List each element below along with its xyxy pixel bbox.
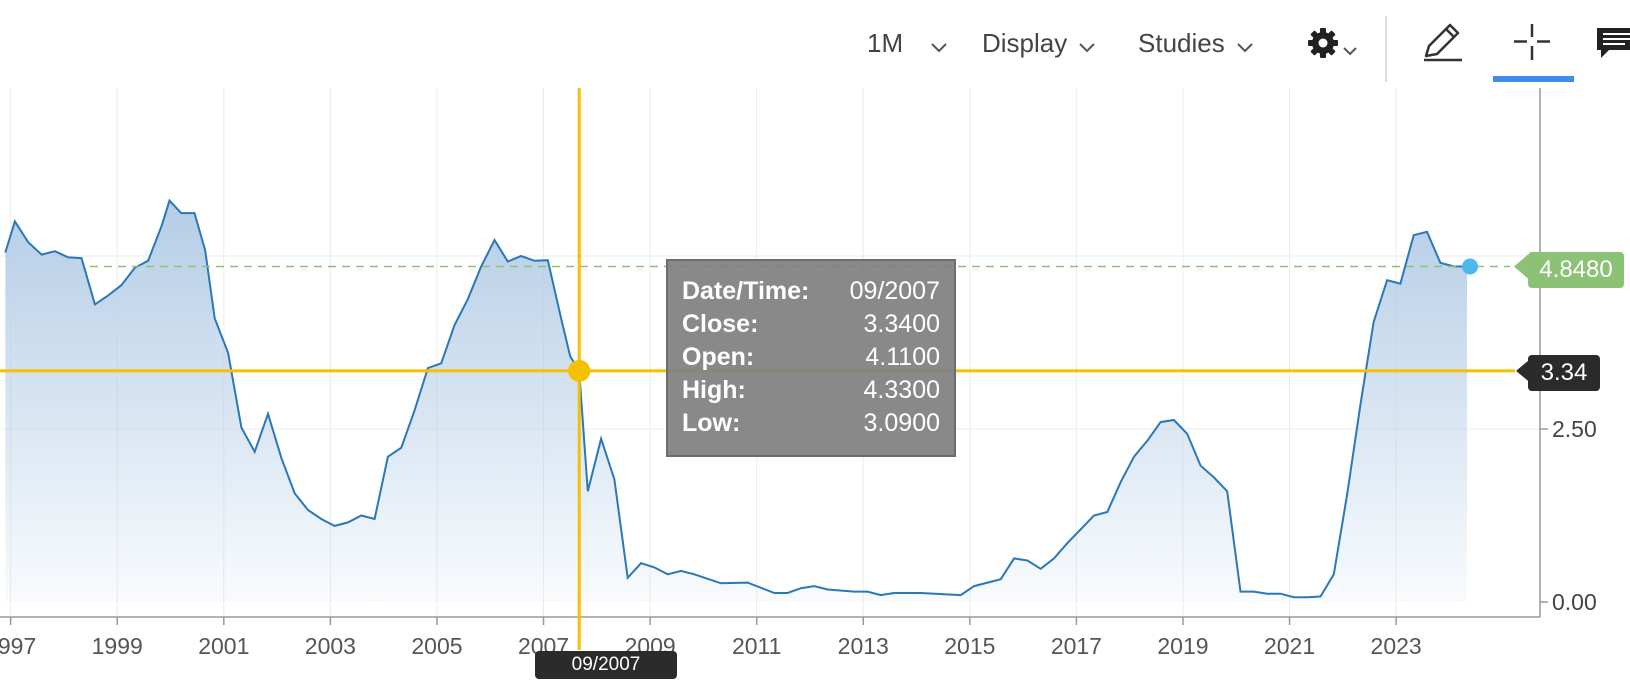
tooltip-label: High: [682, 376, 746, 404]
x-tick-label-2005: 2005 [411, 633, 462, 659]
last-price-dot [1461, 258, 1478, 275]
chart-toolbar: 1M Display Studies [0, 0, 1630, 86]
tooltip-row: High: 4.3300 [682, 376, 940, 408]
crosshair-x-label: 09/2007 [535, 651, 677, 679]
x-tick-label-2013: 2013 [838, 633, 889, 659]
x-tick-label-2017: 2017 [1051, 633, 1102, 659]
price-area-fill [5, 200, 1467, 602]
tooltip-value: 3.0900 [863, 409, 940, 437]
tooltip-label: Close: [682, 310, 759, 338]
tooltip-value: 09/2007 [849, 277, 940, 305]
studies-label: Studies [1138, 28, 1225, 58]
interval-dropdown[interactable]: 1M [867, 26, 949, 60]
tooltip-value: 3.3400 [863, 310, 940, 338]
last-price-label: 4.8480 [1528, 252, 1624, 288]
tooltip-row: Date/Time: 09/2007 [682, 277, 940, 309]
settings-button[interactable] [1306, 26, 1366, 62]
comment-icon [1597, 28, 1630, 58]
crosshair-y-label: 3.34 [1528, 355, 1600, 391]
data-tooltip: Date/Time: 09/2007 Close: 3.3400 Open: 4.1100… [666, 259, 956, 457]
x-axis-ticks: 1997199920012003200520072009201120132015… [0, 617, 1422, 659]
price-line [4, 198, 1468, 599]
tooltip-label: Open: [682, 343, 755, 371]
display-dropdown[interactable]: Display [982, 26, 1097, 60]
chevron-down-icon [1079, 43, 1095, 53]
x-tick-label-2023: 2023 [1371, 633, 1422, 659]
tooltip-row: Low: 3.0900 [682, 409, 940, 441]
x-tick-label-2015: 2015 [944, 633, 995, 659]
studies-dropdown[interactable]: Studies [1138, 26, 1255, 60]
x-tick-label-1997: 1997 [0, 633, 36, 659]
tooltip-row: Open: 4.1100 [682, 343, 940, 375]
comment-button[interactable] [1595, 24, 1630, 64]
x-tick-label-2003: 2003 [305, 633, 356, 659]
crosshair-button[interactable] [1510, 20, 1554, 64]
crosshair-icon [1514, 24, 1550, 60]
y-axis-ticks: 0.00 2.50 [1540, 416, 1597, 615]
tooltip-label: Low: [682, 409, 741, 437]
y-tick-label-0.00: 0.00 [1552, 589, 1597, 615]
toolbar-divider [1385, 16, 1387, 82]
x-tick-label-2021: 2021 [1264, 633, 1315, 659]
x-tick-label-2019: 2019 [1157, 633, 1208, 659]
x-tick-label-1999: 1999 [92, 633, 143, 659]
tooltip-row: Close: 3.3400 [682, 310, 940, 342]
crosshair-y-label-pointer [1516, 360, 1528, 381]
gear-icon [1308, 28, 1357, 58]
tooltip-value: 4.1100 [865, 343, 940, 371]
pencil-icon [1424, 23, 1462, 62]
x-tick-label-2011: 2011 [732, 633, 781, 659]
draw-button[interactable] [1420, 20, 1464, 64]
chevron-down-icon [1237, 43, 1253, 53]
tooltip-label: Date/Time: [682, 277, 810, 305]
x-tick-label-2001: 2001 [198, 633, 249, 659]
crosshair-point [568, 359, 591, 382]
chart-axes [0, 88, 1541, 618]
y-tick-label-2.50: 2.50 [1552, 416, 1597, 442]
active-tool-indicator [1493, 76, 1574, 82]
last-price-label-pointer [1514, 254, 1528, 279]
display-label: Display [982, 28, 1068, 58]
tooltip-value: 4.3300 [863, 376, 940, 404]
interval-label: 1M [867, 28, 904, 58]
chevron-down-icon [931, 43, 947, 53]
